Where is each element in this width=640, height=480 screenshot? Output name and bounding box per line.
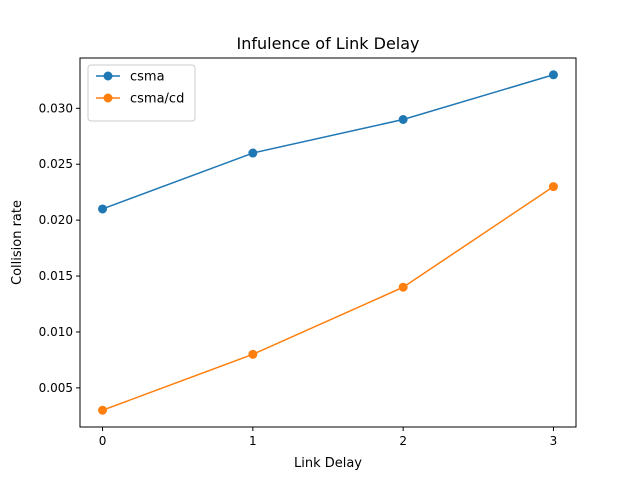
data-point-csma-cd bbox=[248, 349, 258, 359]
legend-marker-csma bbox=[103, 71, 113, 81]
legend: csma csma/cd bbox=[87, 64, 196, 122]
y-tick-label: 0.010 bbox=[39, 325, 73, 339]
x-tick-label: 3 bbox=[550, 434, 558, 448]
x-axis: 0 1 2 3 bbox=[99, 427, 558, 448]
plot-area bbox=[79, 57, 577, 428]
data-point-csma bbox=[398, 115, 408, 124]
legend-label-csma: csma bbox=[130, 70, 165, 85]
chart-title: Infulence of Link Delay bbox=[236, 34, 419, 53]
legend-box bbox=[87, 64, 196, 122]
data-point-csma-cd bbox=[548, 182, 558, 192]
data-point-csma-cd bbox=[398, 282, 408, 292]
series-line-csma-cd bbox=[102, 185, 554, 411]
data-point-csma bbox=[98, 204, 108, 214]
series-group bbox=[98, 70, 558, 415]
y-axis-label: Collision rate bbox=[10, 200, 25, 285]
legend-marker-csma-cd bbox=[103, 93, 113, 103]
x-tick-label: 1 bbox=[249, 434, 257, 448]
data-point-csma bbox=[548, 70, 558, 80]
y-tick-label: 0.015 bbox=[39, 269, 73, 283]
plot-frame bbox=[79, 57, 577, 428]
y-tick-label: 0.025 bbox=[39, 157, 73, 171]
y-axis: 0.005 0.010 0.015 0.020 0.025 0.030 bbox=[39, 101, 80, 395]
legend-label-csma-cd: csma/cd bbox=[130, 92, 184, 107]
y-tick-label: 0.005 bbox=[39, 381, 73, 395]
y-tick-label: 0.030 bbox=[39, 101, 73, 115]
y-tick-label: 0.020 bbox=[39, 213, 73, 227]
x-tick-label: 0 bbox=[99, 434, 107, 448]
x-axis-label: Link Delay bbox=[294, 456, 362, 471]
series-line-csma bbox=[102, 74, 554, 210]
data-point-csma-cd bbox=[98, 405, 108, 415]
data-point-csma bbox=[248, 148, 258, 158]
x-tick-label: 2 bbox=[399, 434, 407, 448]
